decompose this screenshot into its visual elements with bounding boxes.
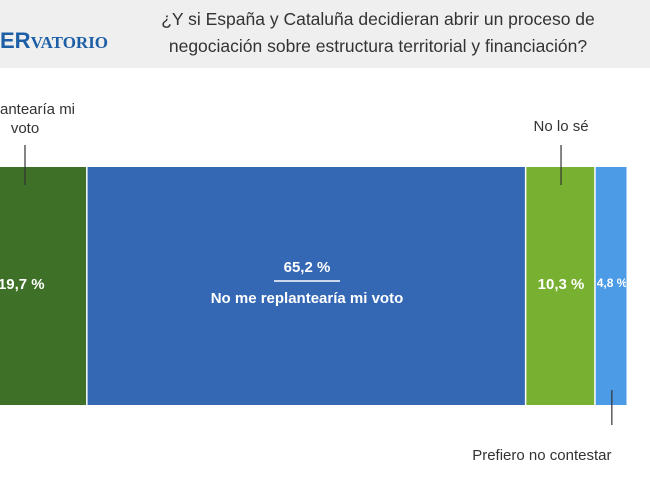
value-label: 10,3 % (537, 276, 585, 293)
title-line: ¿Y si España y Cataluña decidieran abrir… (161, 9, 595, 29)
logo-part: VATORIO (30, 33, 109, 52)
segment-label: replantearía mi voto (0, 101, 76, 137)
title-line: negociación sobre estructura territorial… (168, 36, 588, 56)
bar-segment (526, 167, 595, 405)
segment-label: Prefiero no contestar (472, 447, 612, 464)
chart-title: ¿Y si España y Cataluña decidieran abrir… (118, 6, 638, 60)
bar-segment (87, 167, 525, 405)
segment-label: No me replantearía mi voto (210, 290, 404, 307)
logo-part: ER (0, 28, 31, 53)
header: ERVATORIO ¿Y si España y Cataluña decidi… (0, 0, 650, 68)
value-label: 19,7 % (0, 276, 45, 293)
logo: ERVATORIO (0, 28, 108, 54)
value-label: 65,2 % (283, 259, 331, 276)
bar-segment (595, 167, 627, 405)
segment-label: No lo sé (533, 118, 589, 135)
bar-segment (0, 167, 87, 405)
value-label: 4,8 % (596, 276, 626, 290)
